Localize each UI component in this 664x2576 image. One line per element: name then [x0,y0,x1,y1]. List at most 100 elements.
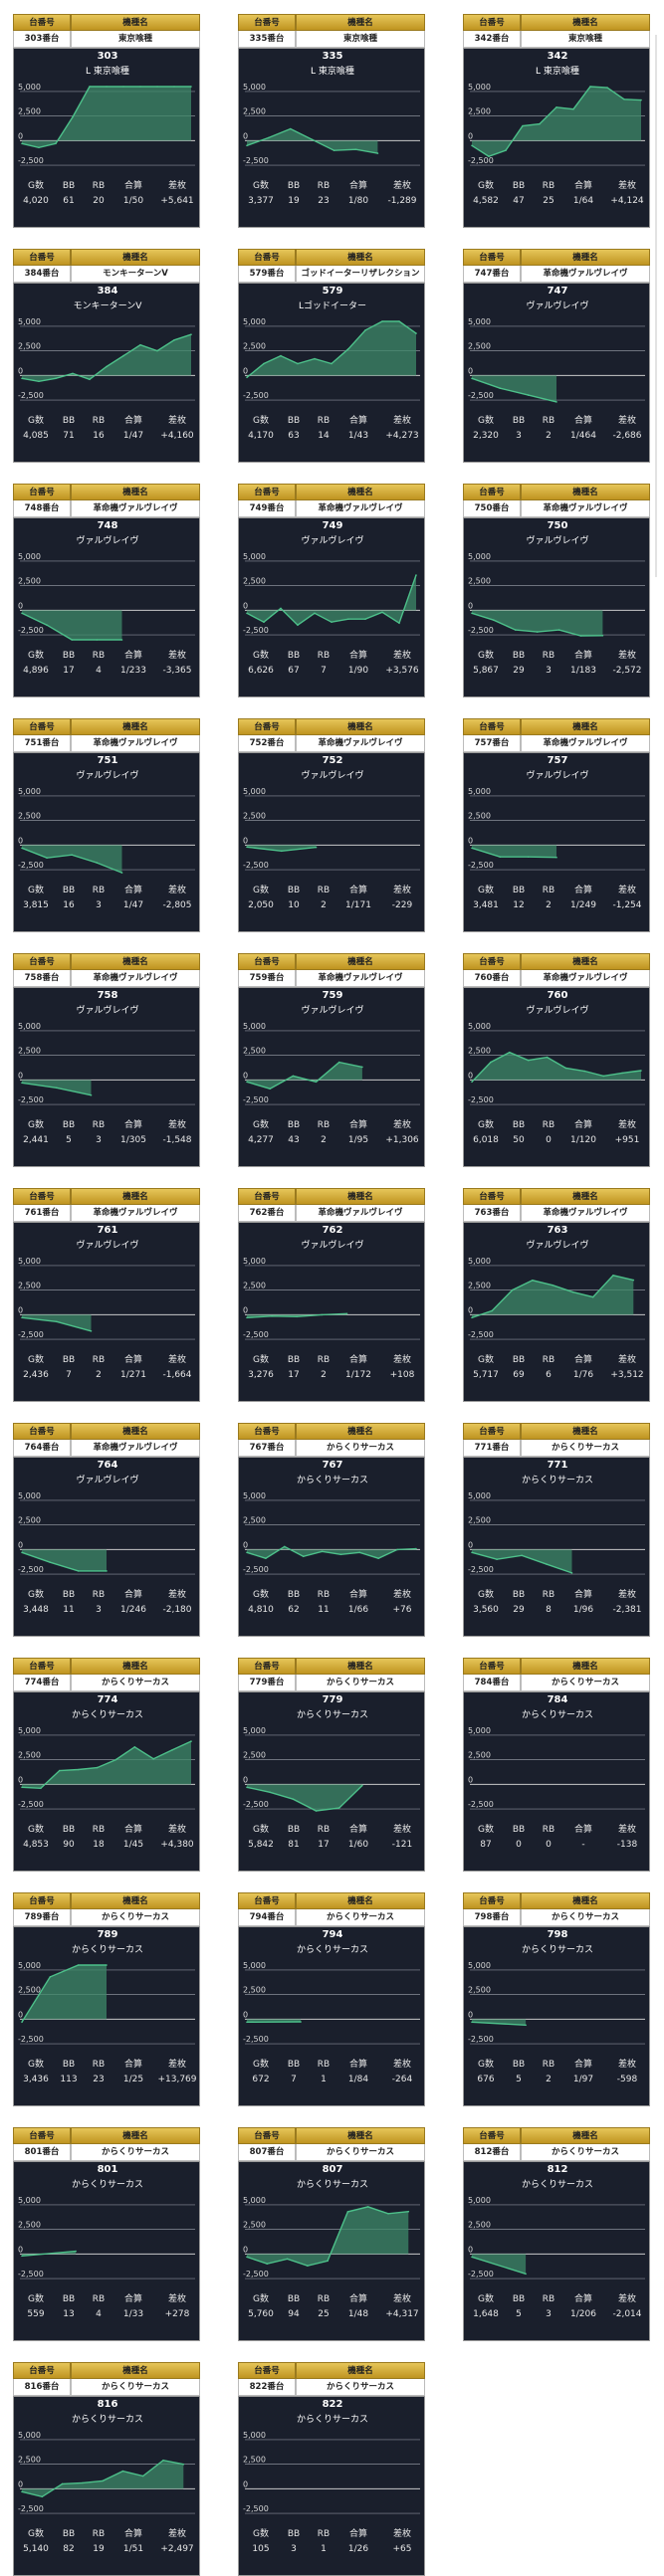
machine-number[interactable]: 750番台 [463,500,521,517]
machine-number[interactable]: 747番台 [463,266,521,283]
machine-number[interactable]: 335番台 [238,31,296,48]
machine-name[interactable]: 革命機ヴァルヴレイヴ [296,1205,425,1222]
machine-name[interactable]: からくりサーカス [521,2144,650,2161]
machine-number[interactable]: 798番台 [463,1909,521,1926]
machine-name[interactable]: 革命機ヴァルヴレイヴ [71,1440,200,1457]
machine-name[interactable]: 革命機ヴァルヴレイヴ [71,500,200,517]
machine-name[interactable]: からくりサーカス [296,1675,425,1691]
machine-number[interactable]: 579番台 [238,266,296,283]
machine-number[interactable]: 774番台 [13,1675,71,1691]
machine-name[interactable]: からくりサーカス [71,2379,200,2396]
machine-name[interactable]: 革命機ヴァルヴレイヴ [71,970,200,987]
machine-number[interactable]: 749番台 [238,500,296,517]
machine-number[interactable]: 822番台 [238,2379,296,2396]
machine-number[interactable]: 794番台 [238,1909,296,1926]
machine-number[interactable]: 807番台 [238,2144,296,2161]
machine-number[interactable]: 762番台 [238,1205,296,1222]
machine-name[interactable]: からくりサーカス [521,1909,650,1926]
machine-name[interactable]: 革命機ヴァルヴレイヴ [521,970,650,987]
machine-name[interactable]: 革命機ヴァルヴレイヴ [521,266,650,283]
machine-name[interactable]: からくりサーカス [71,1909,200,1926]
machine-name[interactable]: 革命機ヴァルヴレイヴ [521,500,650,517]
machine-number[interactable]: 384番台 [13,266,71,283]
machine-name[interactable]: からくりサーカス [296,1440,425,1457]
page-scrollbar[interactable] [655,35,657,577]
machine-number[interactable]: 801番台 [13,2144,71,2161]
machine-name[interactable]: 東京喰種 [296,31,425,48]
machine-number[interactable]: 779番台 [238,1675,296,1691]
machine-name[interactable]: 革命機ヴァルヴレイヴ [71,1205,200,1222]
machine-number[interactable]: 758番台 [13,970,71,987]
machine-number[interactable]: 784番台 [463,1675,521,1691]
machine-name[interactable]: からくりサーカス [296,1909,425,1926]
machine-name[interactable]: 革命機ヴァルヴレイヴ [71,735,200,752]
machine-name[interactable]: ゴッドイーターリザレクション [296,266,425,283]
machine-name[interactable]: からくりサーカス [296,2379,425,2396]
machine-name[interactable]: からくりサーカス [521,1440,650,1457]
machine-name[interactable]: 革命機ヴァルヴレイヴ [521,1205,650,1222]
machine-name[interactable]: モンキーターンV [71,266,200,283]
machine-number[interactable]: 767番台 [238,1440,296,1457]
machine-number[interactable]: 816番台 [13,2379,71,2396]
machine-name[interactable]: 革命機ヴァルヴレイヴ [296,735,425,752]
machine-name[interactable]: 革命機ヴァルヴレイヴ [521,735,650,752]
machine-number[interactable]: 751番台 [13,735,71,752]
machine-number[interactable]: 303番台 [13,31,71,48]
machine-name[interactable]: 革命機ヴァルヴレイヴ [296,970,425,987]
machine-number[interactable]: 748番台 [13,500,71,517]
machine-number[interactable]: 752番台 [238,735,296,752]
machine-number[interactable]: 812番台 [463,2144,521,2161]
machine-number[interactable]: 771番台 [463,1440,521,1457]
